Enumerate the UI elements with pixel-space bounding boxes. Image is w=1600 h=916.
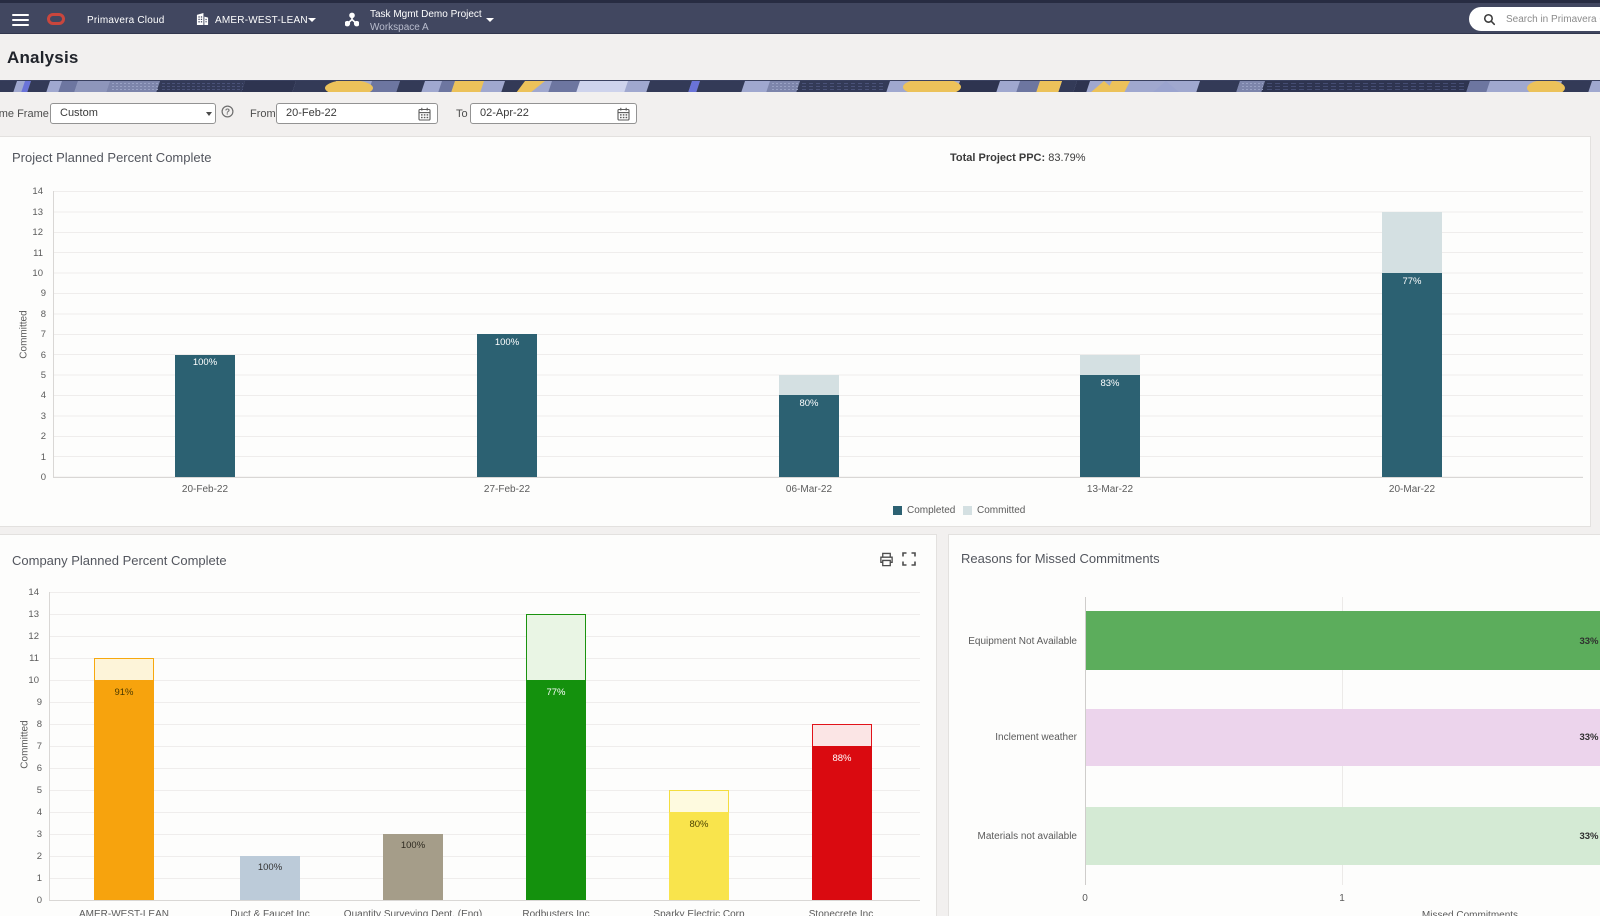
svg-text:?: ? xyxy=(225,106,230,116)
